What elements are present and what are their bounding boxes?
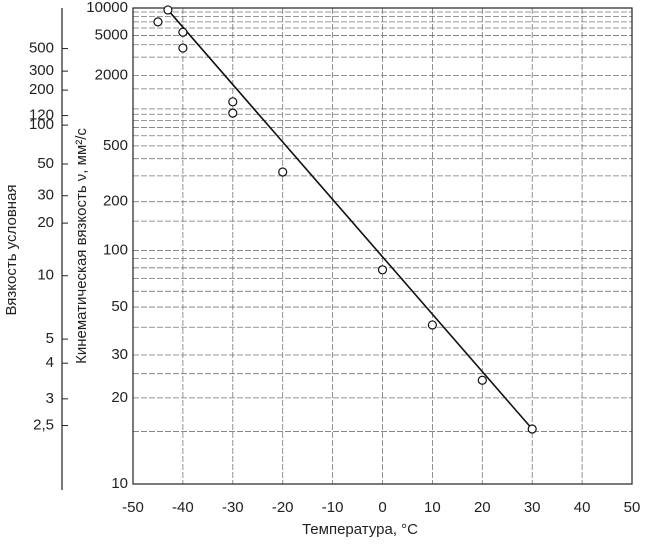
y-tick-label: 10000: [86, 0, 128, 16]
y2-axis-label: Вязкость условная: [3, 184, 20, 315]
y-tick-label: 2000: [95, 66, 128, 83]
y2-tick-label: 20: [37, 214, 54, 231]
x-tick-label: 40: [574, 499, 591, 516]
x-tick-label: 30: [524, 499, 541, 516]
y2-tick-label: 30: [37, 187, 54, 204]
data-point: [377, 265, 388, 275]
x-tick-label: -10: [322, 499, 344, 516]
y2-tick-label: 50: [37, 155, 54, 172]
y-tick-label: 20: [111, 389, 128, 406]
data-point: [477, 375, 487, 385]
y-tick-label: 30: [111, 346, 128, 363]
y2-tick-label: 500: [29, 40, 54, 57]
y-tick-label: 500: [103, 137, 128, 154]
x-axis-label: Температура, °С: [302, 521, 418, 538]
data-point: [153, 17, 163, 27]
x-tick-label: 0: [378, 499, 386, 516]
y2-tick-label: 200: [29, 81, 54, 98]
x-tick-label: 20: [474, 499, 491, 516]
x-tick-label: -30: [222, 499, 244, 516]
y2-tick-label: 4: [46, 354, 54, 371]
y2-tick-label: 100: [29, 116, 54, 133]
y2-tick-label: 5: [46, 330, 54, 347]
data-point: [527, 424, 537, 434]
x-tick-label: 10: [424, 499, 441, 516]
y2-tick-label: 2,5: [33, 416, 54, 433]
data-point: [278, 167, 288, 177]
y-axis-label: Кинематическая вязкость ν, мм²/с: [73, 128, 90, 364]
x-tick-label: -20: [272, 499, 294, 516]
data-point: [178, 27, 188, 37]
x-tick-label: -50: [122, 499, 144, 516]
data-point: [178, 43, 188, 53]
y2-tick-label: 3: [46, 390, 54, 407]
data-point: [163, 5, 173, 15]
y-tick-label: 10: [111, 475, 128, 492]
y-tick-label: 100: [103, 242, 128, 259]
y2-tick-label: 120: [29, 107, 54, 124]
data-point: [427, 320, 437, 330]
x-tick-label: 50: [624, 499, 641, 516]
data-point: [228, 97, 238, 107]
y-tick-label: 50: [111, 298, 128, 315]
x-tick-label: -40: [172, 499, 194, 516]
plot-frame: [132, 7, 633, 485]
trend-line: [167, 9, 533, 430]
y-tick-label: 200: [103, 193, 128, 210]
data-point: [228, 108, 238, 118]
y2-tick-label: 300: [29, 62, 54, 79]
y2-tick-label: 10: [37, 267, 54, 284]
y-tick-label: 5000: [95, 26, 128, 43]
